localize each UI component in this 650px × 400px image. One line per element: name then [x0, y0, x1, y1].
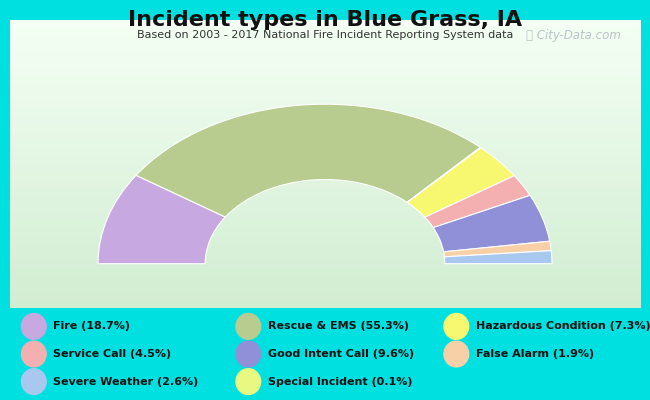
- Text: Severe Weather (2.6%): Severe Weather (2.6%): [53, 377, 198, 386]
- Wedge shape: [434, 195, 550, 252]
- Text: Good Intent Call (9.6%): Good Intent Call (9.6%): [268, 349, 414, 359]
- Ellipse shape: [21, 314, 46, 339]
- Ellipse shape: [236, 314, 261, 339]
- Wedge shape: [445, 251, 552, 264]
- Ellipse shape: [444, 314, 469, 339]
- Text: Special Incident (0.1%): Special Incident (0.1%): [268, 377, 412, 386]
- Text: False Alarm (1.9%): False Alarm (1.9%): [476, 349, 594, 359]
- Text: Based on 2003 - 2017 National Fire Incident Reporting System data: Based on 2003 - 2017 National Fire Incid…: [136, 30, 514, 40]
- Wedge shape: [425, 176, 530, 228]
- Text: ⓘ City-Data.com: ⓘ City-Data.com: [526, 29, 621, 42]
- Ellipse shape: [236, 369, 261, 394]
- Ellipse shape: [21, 369, 46, 394]
- Ellipse shape: [21, 341, 46, 367]
- Text: Hazardous Condition (7.3%): Hazardous Condition (7.3%): [476, 322, 650, 331]
- Text: Rescue & EMS (55.3%): Rescue & EMS (55.3%): [268, 322, 409, 331]
- Text: Fire (18.7%): Fire (18.7%): [53, 322, 130, 331]
- Wedge shape: [408, 148, 514, 217]
- Ellipse shape: [236, 341, 261, 367]
- Wedge shape: [407, 148, 481, 202]
- Wedge shape: [136, 104, 480, 217]
- Ellipse shape: [444, 341, 469, 367]
- Text: Service Call (4.5%): Service Call (4.5%): [53, 349, 172, 359]
- Wedge shape: [98, 175, 226, 264]
- Wedge shape: [443, 241, 551, 257]
- Text: Incident types in Blue Grass, IA: Incident types in Blue Grass, IA: [128, 10, 522, 30]
